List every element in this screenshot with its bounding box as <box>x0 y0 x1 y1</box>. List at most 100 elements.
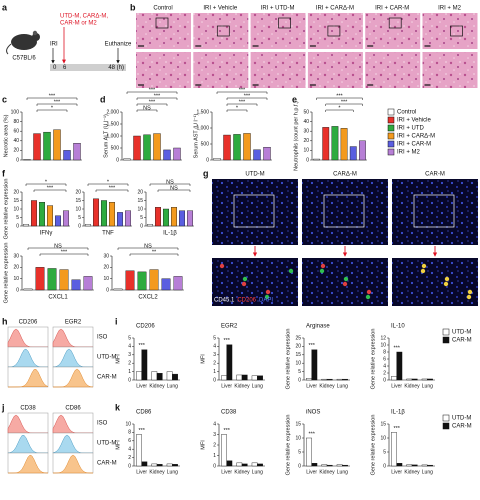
zoom-box <box>450 25 463 37</box>
y-tick-label: 10 <box>125 421 131 427</box>
legend-label: IRI + M2 <box>397 150 421 156</box>
legend-swatch <box>442 414 450 422</box>
y-tick-label: 5 <box>78 215 81 221</box>
y-tick-label: 0 <box>16 157 19 163</box>
legend-label: IRI + CAR-M <box>397 142 431 148</box>
marker-label: CD206 <box>19 320 38 326</box>
histology-image <box>193 52 249 88</box>
y-tick-label: 2 <box>128 455 131 461</box>
marker-label: CD38 <box>20 406 36 412</box>
marker-label: CD86 <box>65 406 81 412</box>
chart-title: EGR2 <box>221 324 238 330</box>
y-tick-label: 30 <box>13 253 19 259</box>
histology-image <box>422 13 478 49</box>
histology-image <box>250 13 306 49</box>
y-axis-label: Gene relative expression <box>3 243 9 304</box>
stain-label: DAPI <box>259 298 273 304</box>
x-tick-label: Lung <box>337 469 348 475</box>
cell <box>365 294 371 300</box>
zoom-box <box>155 17 169 29</box>
x-tick-label: Lung <box>337 383 348 389</box>
y-tick-label: 3 <box>213 352 216 358</box>
x-tick-label: Liver <box>391 383 402 389</box>
zoom-box <box>233 194 275 228</box>
x-tick-label: Lung <box>252 469 263 475</box>
bar <box>349 146 357 161</box>
bar <box>83 276 93 291</box>
bar <box>92 198 99 227</box>
cell <box>320 263 326 269</box>
bar <box>251 375 258 381</box>
bar <box>263 146 271 161</box>
significance-label: *** <box>393 426 400 432</box>
panel-label: i <box>115 316 118 326</box>
significance-bracket <box>26 97 78 100</box>
y-tick-label: 5 <box>298 369 301 375</box>
y-tick-label: 0 <box>213 463 216 469</box>
bar <box>166 463 173 467</box>
bar <box>116 212 123 227</box>
bar <box>391 376 397 381</box>
histology-image <box>193 13 249 49</box>
bar <box>23 288 33 291</box>
y-tick-label: 30 <box>103 253 109 259</box>
histology-image <box>136 52 191 88</box>
bar <box>156 373 163 381</box>
significance-bracket <box>226 109 248 112</box>
bar <box>123 158 131 161</box>
bar <box>143 134 151 161</box>
y-tick-label: 0 <box>116 157 119 163</box>
significance-label: * <box>107 179 110 185</box>
histology-image <box>307 13 363 49</box>
y-axis-label: Gene relative expression <box>370 415 376 476</box>
significance-bracket <box>39 253 89 256</box>
chart-title: IFNγ <box>40 231 53 237</box>
y-axis-label: MFI <box>115 440 121 450</box>
fluorescence-image <box>212 258 298 306</box>
timeline <box>50 64 126 71</box>
bar <box>427 378 433 381</box>
bar <box>113 288 123 291</box>
bar <box>35 267 45 291</box>
x-tick-label: Lung <box>167 383 178 389</box>
bar <box>63 210 70 227</box>
bar <box>23 224 30 227</box>
bar <box>100 200 107 227</box>
bar <box>71 279 81 291</box>
bar <box>84 224 91 227</box>
y-tick-label: 500 <box>111 145 120 151</box>
cell <box>219 263 225 269</box>
cell <box>343 276 349 282</box>
y-tick-label: 1,500 <box>196 109 209 115</box>
bar <box>73 142 81 161</box>
bar <box>43 131 51 161</box>
bar <box>236 462 243 467</box>
y-tick-label: 3 <box>213 432 216 438</box>
y-tick-label: 20 <box>75 189 81 195</box>
significance-label: *** <box>223 338 230 344</box>
bar <box>47 268 57 291</box>
histology-image <box>365 52 421 88</box>
legend-label: Control <box>397 110 416 116</box>
y-tick-label: 5 <box>383 449 386 455</box>
y-tick-label: 8 <box>128 430 131 436</box>
fluorescence-image <box>212 179 298 245</box>
y-tick-label: 10 <box>103 276 109 282</box>
y-tick-label: 4 <box>213 344 216 350</box>
significance-label: *** <box>109 185 116 191</box>
bar <box>257 463 263 467</box>
y-tick-label: 10 <box>13 206 19 212</box>
bar <box>166 371 173 381</box>
y-tick-label: 6 <box>383 356 386 362</box>
y-tick-label: 0 <box>16 223 19 229</box>
bar <box>321 464 328 467</box>
stain-label: CD206 <box>237 298 256 304</box>
y-tick-label: 1,000 <box>106 133 119 139</box>
chart-title: IL-1β <box>163 231 177 237</box>
bar <box>322 127 330 161</box>
y-tick-label: 0 <box>383 377 386 383</box>
chart-title: Arginase <box>306 324 330 330</box>
legend-swatch <box>387 148 395 156</box>
bar <box>331 126 339 161</box>
